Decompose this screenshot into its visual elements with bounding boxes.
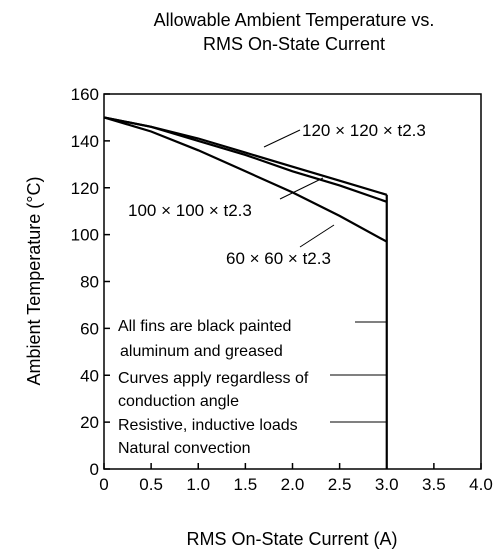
note-line-4: conduction angle: [118, 393, 239, 410]
y-tick-label: 100: [71, 226, 99, 245]
x-tick-label: 2.0: [281, 475, 305, 494]
y-tick-label: 60: [80, 319, 99, 338]
curve-label-60: 60 × 60 × t2.3: [226, 249, 331, 268]
note-line-1: All fins are black painted: [118, 318, 291, 335]
y-tick-label: 20: [80, 413, 99, 432]
x-tick-label: 0: [99, 475, 108, 494]
x-tick-label: 1.0: [186, 475, 210, 494]
y-tick-label: 140: [71, 132, 99, 151]
note-line-2: aluminum and greased: [120, 343, 283, 360]
x-tick-label: 1.5: [234, 475, 258, 494]
x-tick-label: 2.5: [328, 475, 352, 494]
leader-120: [263, 129, 301, 148]
x-tick-label: 3.5: [422, 475, 446, 494]
y-tick-label: 0: [90, 460, 99, 479]
y-tick-label: 80: [80, 273, 99, 292]
note-line-5: Resistive, inductive loads: [118, 417, 298, 434]
x-tick-label: 4.0: [469, 475, 493, 494]
series-line-1: [103, 116, 388, 203]
x-axis-label: RMS On-State Current (A): [186, 529, 397, 549]
x-tick-label: 3.0: [375, 475, 399, 494]
chart-title-line-1: Allowable Ambient Temperature vs.: [154, 10, 435, 30]
plot-area: [103, 93, 482, 470]
x-tick-label: 0.5: [139, 475, 163, 494]
curve-label-120: 120 × 120 × t2.3: [302, 121, 426, 140]
y-axis-label: Ambient Temperature (°C): [24, 177, 44, 386]
y-tick-label: 40: [80, 366, 99, 385]
curve-label-100: 100 × 100 × t2.3: [128, 201, 252, 220]
leader-100: [279, 177, 324, 200]
y-tick-label: 120: [71, 179, 99, 198]
y-tick-label: 160: [71, 85, 99, 104]
series-line-2: [103, 116, 388, 243]
note-line-3: Curves apply regardless of: [118, 370, 309, 387]
note-line-6: Natural convection: [118, 440, 251, 457]
chart-title-line-2: RMS On-State Current: [203, 34, 385, 54]
leader-60: [299, 224, 335, 248]
